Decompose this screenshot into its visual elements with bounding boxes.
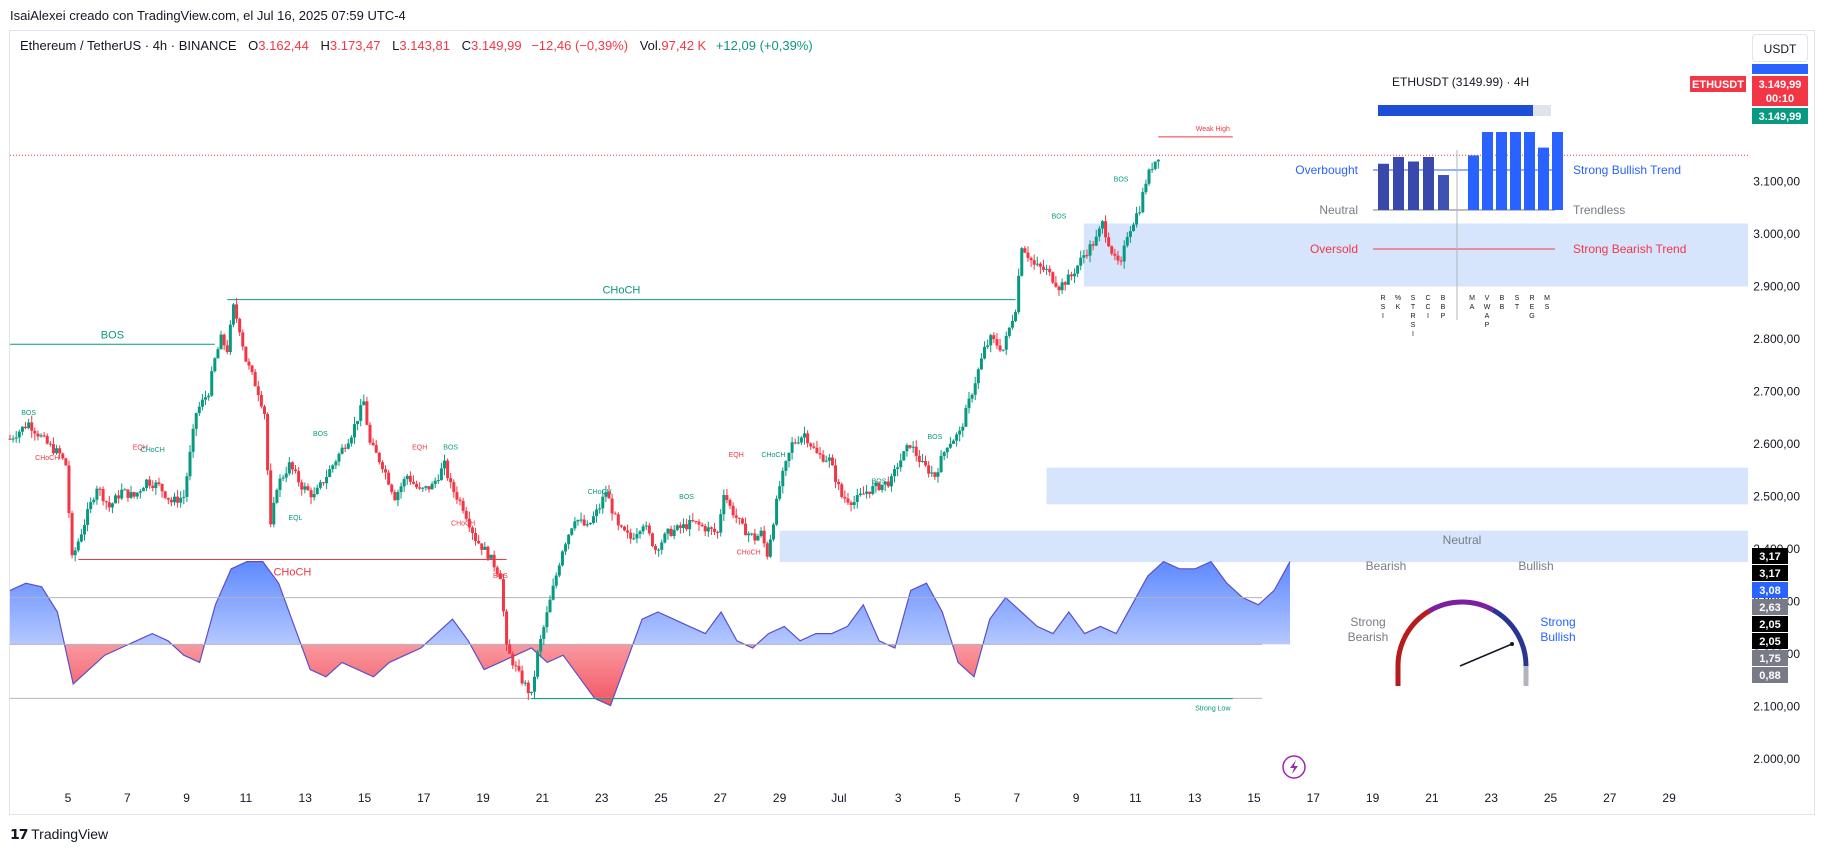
tv-logo-icon: 𝟭𝟳 <box>10 826 29 842</box>
tradingview-logo[interactable]: 𝟭𝟳 TradingView <box>10 826 108 843</box>
open-value: 3.162,44 <box>258 38 309 53</box>
volume-label: Vol. <box>639 38 662 53</box>
close-value: 3.149,99 <box>470 38 522 53</box>
attribution-bar: IsaiAlexei creado con TradingView.com, e… <box>0 0 1826 26</box>
volume-change: +12,09 (+0,39%) <box>715 38 813 53</box>
low-value: 3.143,81 <box>399 38 450 53</box>
change-value: −12,46 (−0,39%) <box>531 38 629 53</box>
attribution-text: IsaiAlexei creado con TradingView.com, e… <box>10 8 406 23</box>
currency-button[interactable]: USDT <box>1752 34 1808 62</box>
high-value: 3.173,47 <box>329 38 381 53</box>
chart-frame <box>9 30 1815 815</box>
brand-name: TradingView <box>31 826 109 842</box>
close-label: C <box>461 38 471 53</box>
volume-value: 97,42 K <box>661 38 707 53</box>
symbol-name[interactable]: Ethereum / TetherUS · 4h · BINANCE <box>20 38 237 53</box>
low-label: L <box>392 38 400 53</box>
open-label: O <box>248 38 259 53</box>
high-label: H <box>320 38 330 53</box>
symbol-legend: Ethereum / TetherUS · 4h · BINANCE O3.16… <box>20 38 813 53</box>
